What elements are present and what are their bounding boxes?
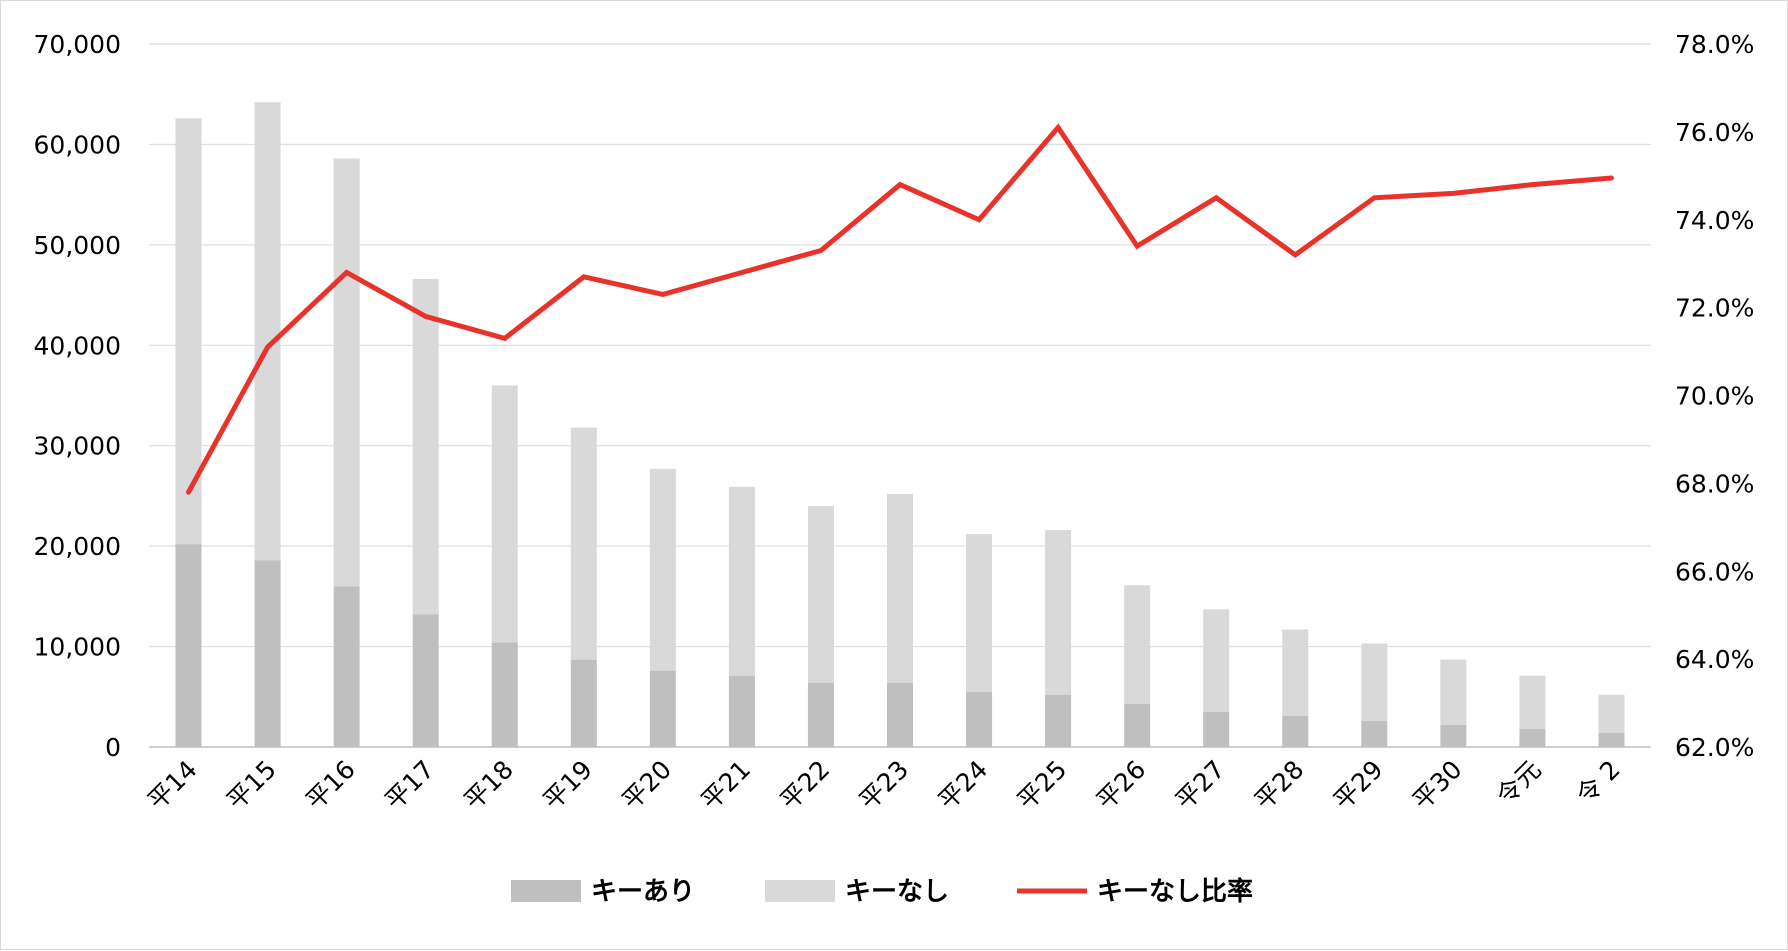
bar-key-ari xyxy=(1440,725,1466,747)
bar-key-ari xyxy=(966,692,992,747)
y-right-tick-label: 62.0% xyxy=(1675,733,1754,762)
bar-key-ari xyxy=(1124,704,1150,747)
bar-key-ari xyxy=(1045,695,1071,747)
x-tick-label: 平24 xyxy=(933,755,994,816)
y-right-tick-label: 74.0% xyxy=(1675,206,1754,235)
x-tick-label: 平15 xyxy=(221,755,282,816)
x-tick-label: 平20 xyxy=(616,755,677,816)
legend: キーあり キーなし キーなし比率 xyxy=(511,876,1253,907)
y-right-tick-label: 68.0% xyxy=(1675,469,1754,498)
bar-key-ari xyxy=(1598,733,1624,747)
y-left-tick-label: 50,000 xyxy=(34,231,121,260)
x-tick-label: 平25 xyxy=(1012,755,1073,816)
y-right-tick-label: 78.0% xyxy=(1675,30,1754,59)
y-left-tick-label: 40,000 xyxy=(34,331,121,360)
line-key-nashi-ratio xyxy=(189,127,1612,492)
legend-item-key-ari: キーあり xyxy=(511,877,695,907)
bar-key-nashi xyxy=(650,469,676,671)
x-tick-label: 平27 xyxy=(1170,755,1231,816)
bar-key-nashi xyxy=(1519,676,1545,729)
bar-key-nashi xyxy=(1282,629,1308,715)
bar-key-ari xyxy=(492,643,518,747)
left-axis-labels: 0 10,000 20,000 30,000 40,000 50,000 60,000 70,… xyxy=(34,30,121,762)
bar-key-ari xyxy=(887,683,913,747)
y-right-tick-label: 66.0% xyxy=(1675,557,1754,586)
bar-key-nashi xyxy=(887,494,913,683)
x-tick-label: 平16 xyxy=(300,755,361,816)
bar-key-nashi xyxy=(808,506,834,683)
bar-key-ari xyxy=(334,586,360,747)
bar-key-ari xyxy=(413,614,439,747)
bar-key-nashi xyxy=(1440,660,1466,725)
y-left-tick-label: 70,000 xyxy=(34,30,121,59)
y-left-tick-label: 10,000 xyxy=(34,633,121,662)
bar-key-nashi xyxy=(1203,609,1229,711)
legend-label-key-nashi: キーなし xyxy=(845,877,949,907)
x-tick-label: 令 2 xyxy=(1571,755,1626,810)
bar-key-ari xyxy=(1361,721,1387,747)
x-tick-label: 平17 xyxy=(379,755,440,816)
bar-key-nashi xyxy=(1045,530,1071,695)
bar-key-nashi xyxy=(1124,585,1150,704)
bar-key-ari xyxy=(1203,712,1229,747)
bar-key-nashi xyxy=(334,158,360,586)
x-tick-label: 平23 xyxy=(854,755,915,816)
bar-key-ari xyxy=(1519,729,1545,747)
bar-key-nashi xyxy=(413,279,439,614)
y-right-tick-label: 76.0% xyxy=(1675,118,1754,147)
legend-label-key-nashi-ratio: キーなし比率 xyxy=(1097,876,1253,907)
right-axis-labels: 62.0% 64.0% 66.0% 68.0% 70.0% 72.0% 74.0% 76.0%… xyxy=(1675,30,1754,762)
bar-key-ari xyxy=(808,683,834,747)
bar-key-ari xyxy=(650,671,676,747)
x-tick-label: 平26 xyxy=(1091,755,1152,816)
bar-key-nashi xyxy=(571,428,597,660)
bar-series xyxy=(176,102,1625,747)
y-right-tick-label: 72.0% xyxy=(1675,294,1754,323)
line-series xyxy=(189,127,1612,492)
bar-key-nashi xyxy=(1361,644,1387,721)
bar-key-ari xyxy=(571,660,597,747)
bar-key-nashi xyxy=(729,487,755,676)
y-right-tick-label: 70.0% xyxy=(1675,382,1754,411)
y-left-tick-label: 60,000 xyxy=(34,130,121,159)
y-left-tick-label: 30,000 xyxy=(34,432,121,461)
bar-key-nashi xyxy=(255,102,281,560)
x-axis-labels: 平14 平15 平16 平17 平18 平19 平20 平21 平22 平23 平24 平25 平26 平… xyxy=(142,755,1626,816)
bar-key-ari xyxy=(176,544,202,747)
legend-swatch-key-nashi xyxy=(765,880,835,902)
bar-key-ari xyxy=(729,676,755,747)
x-tick-label: 平30 xyxy=(1407,755,1468,816)
legend-label-key-ari: キーあり xyxy=(591,877,695,907)
y-left-tick-label: 20,000 xyxy=(34,532,121,561)
x-tick-label: 平14 xyxy=(142,755,203,816)
bar-key-nashi xyxy=(1598,695,1624,733)
x-tick-label: 平22 xyxy=(775,755,836,816)
legend-item-key-nashi: キーなし xyxy=(765,877,949,907)
y-left-tick-label: 0 xyxy=(105,733,121,762)
legend-item-key-nashi-ratio: キーなし比率 xyxy=(1017,876,1253,907)
x-tick-label: 平21 xyxy=(695,755,756,816)
bar-key-ari xyxy=(255,560,281,747)
x-tick-label: 平29 xyxy=(1328,755,1389,816)
bar-key-nashi xyxy=(966,534,992,692)
x-tick-label: 令元 xyxy=(1491,755,1547,811)
legend-swatch-key-ari xyxy=(511,880,581,902)
bar-key-ari xyxy=(1282,716,1308,747)
x-tick-label: 平19 xyxy=(537,755,598,816)
bar-key-nashi xyxy=(492,385,518,642)
x-tick-label: 平18 xyxy=(458,755,519,816)
x-tick-label: 平28 xyxy=(1249,755,1310,816)
y-right-tick-label: 64.0% xyxy=(1675,645,1754,674)
